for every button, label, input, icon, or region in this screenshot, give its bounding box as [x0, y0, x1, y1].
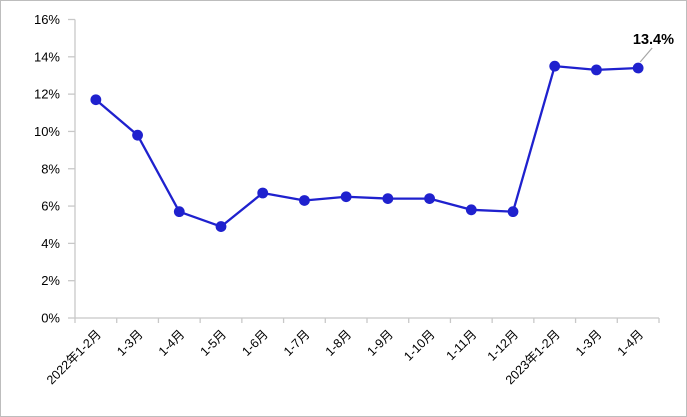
x-axis-category-label: 1-11月 [444, 327, 480, 363]
data-line [95, 64, 639, 228]
data-point [465, 204, 477, 216]
data-point [549, 60, 561, 72]
x-axis-category-label: 1-3月 [573, 327, 605, 359]
x-axis-category-label: 1-4月 [156, 327, 188, 359]
data-point [382, 193, 394, 205]
data-point [340, 191, 352, 203]
x-axis-category-label: 1-3月 [114, 327, 146, 359]
data-point [424, 193, 435, 205]
y-axis-tick-label: 16% [34, 12, 60, 27]
y-axis-tick-label: 2% [41, 273, 60, 288]
y-axis-tick-label: 8% [41, 161, 60, 176]
data-point [299, 195, 310, 206]
annotation-leader-line [639, 47, 653, 63]
x-axis-category-label: 2022年1-2月 [44, 327, 104, 387]
x-axis-category-label: 1-6月 [239, 327, 271, 359]
data-point [507, 206, 519, 218]
x-axis-category-label: 1-5月 [198, 327, 230, 359]
data-point [90, 94, 102, 106]
y-axis-tick-label: 14% [34, 49, 60, 64]
data-point [215, 221, 227, 232]
data-point [632, 62, 644, 74]
y-axis-tick-label: 6% [41, 199, 60, 214]
x-axis-category-label: 1-4月 [615, 327, 647, 359]
data-point [591, 64, 602, 76]
y-axis-tick-label: 4% [41, 236, 60, 251]
data-point [132, 129, 143, 141]
x-axis-category-label: 1-12月 [485, 327, 521, 363]
x-axis-category-label: 1-7月 [281, 327, 313, 359]
data-label: 13.4% [633, 32, 674, 48]
y-axis-tick-label: 0% [41, 311, 60, 326]
data-point [257, 187, 269, 199]
y-axis-tick-label: 10% [34, 124, 60, 139]
x-axis-category-label: 1-10月 [401, 327, 437, 363]
y-axis-tick-label: 12% [34, 87, 60, 102]
x-axis-category-label: 1-9月 [364, 327, 396, 359]
x-axis-category-label: 1-8月 [323, 327, 355, 359]
data-point [173, 206, 185, 218]
